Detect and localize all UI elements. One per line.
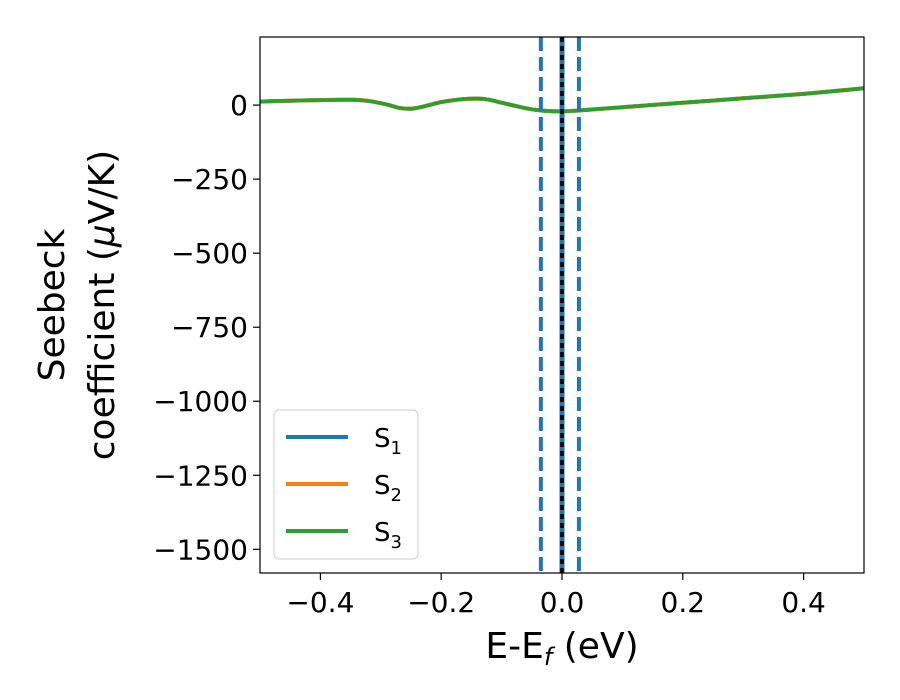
x-tick-label: −0.2	[407, 586, 475, 619]
y-tick-label: −250	[171, 163, 248, 196]
y-axis-ticks: 0 −250 −500 −750 −1000 −1250 −1500	[153, 89, 260, 566]
y-tick-label: −1000	[153, 385, 248, 418]
legend-label-1: S1	[374, 424, 402, 459]
x-tick-label: 0.0	[540, 586, 585, 619]
y-axis-title-line1: Seebeck	[32, 228, 73, 381]
x-axis-ticks: −0.4 −0.2 0.0 0.2 0.4	[286, 573, 826, 619]
x-tick-label: 0.2	[661, 586, 706, 619]
series-line-3	[259, 86, 865, 114]
y-tick-label: 0	[230, 89, 248, 122]
y-axis-title-line2: coefficient (μV/K)	[82, 150, 123, 460]
plot-area	[259, 86, 865, 114]
vertical-markers	[538, 37, 581, 573]
legend-label-3: S3	[374, 518, 402, 553]
x-tick-label: 0.4	[781, 586, 826, 619]
y-tick-label: −500	[171, 237, 248, 270]
y-tick-label: −1250	[153, 459, 248, 492]
y-tick-label: −1500	[153, 533, 248, 566]
y-tick-label: −750	[171, 311, 248, 344]
legend: S1 S2 S3	[273, 409, 419, 560]
x-tick-label: −0.4	[286, 586, 354, 619]
x-axis-title: E-Ef (eV)	[485, 626, 638, 671]
legend-label-2: S2	[374, 471, 402, 506]
